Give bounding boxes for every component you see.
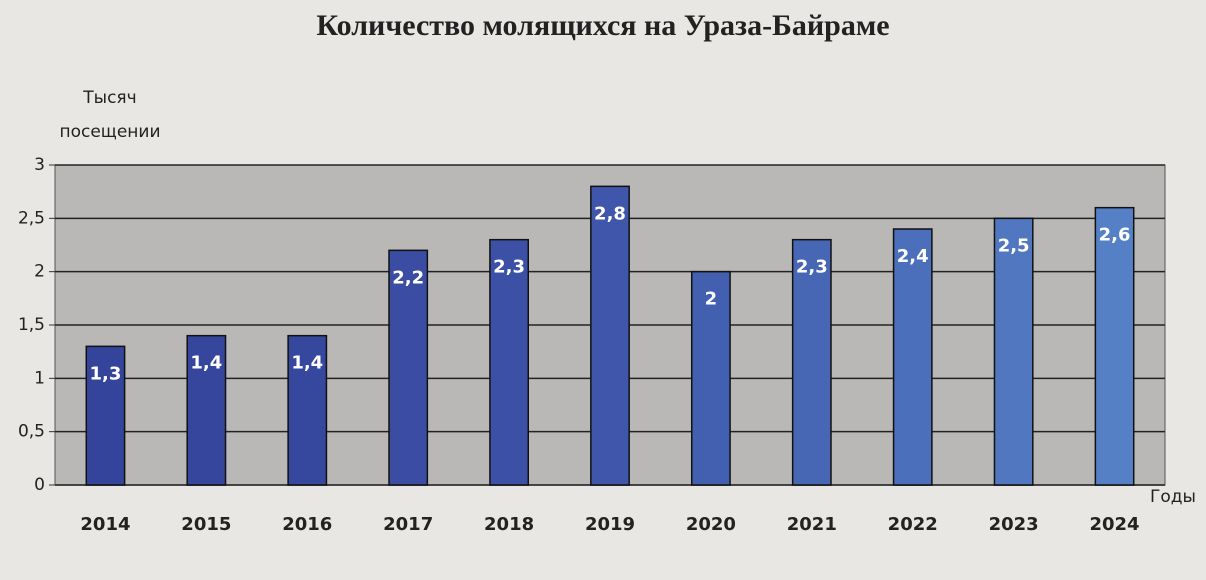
value-label: 2,8: [594, 203, 626, 224]
y-axis-label: Тысяч: [82, 88, 136, 108]
value-label: 2,3: [796, 257, 828, 278]
value-label: 2,4: [897, 246, 929, 267]
bar: [186, 334, 227, 486]
y-tick-label: 3: [34, 155, 45, 175]
bar: [791, 238, 832, 486]
x-axis-label: Годы: [1150, 487, 1196, 507]
bar: [287, 334, 328, 486]
x-tick-label: 2021: [787, 514, 837, 535]
y-axis-label: посещении: [59, 122, 160, 142]
bar: [590, 185, 630, 486]
x-tick-label: 2019: [585, 514, 635, 535]
bar: [892, 228, 933, 486]
y-tick-label: 0,5: [18, 422, 45, 442]
bar: [388, 249, 429, 486]
x-tick-label: 2018: [484, 514, 534, 535]
x-tick-label: 2016: [282, 514, 332, 535]
value-label: 2,6: [1099, 225, 1131, 246]
x-tick-label: 2017: [383, 514, 433, 535]
value-label: 2,5: [998, 235, 1030, 256]
y-tick-label: 2: [34, 262, 45, 282]
value-label: 1,4: [190, 353, 222, 374]
bar: [1094, 206, 1135, 486]
bar: [690, 270, 731, 486]
value-label: 2,2: [392, 267, 424, 288]
x-tick-label: 2020: [686, 514, 736, 535]
bar: [993, 217, 1034, 486]
value-label: 2,3: [493, 257, 525, 278]
y-tick-label: 2,5: [18, 208, 45, 228]
y-tick-label: 1,5: [18, 315, 45, 335]
chart-title: Количество молящихся на Ураза-Байраме: [316, 9, 889, 42]
y-tick-label: 0: [34, 475, 45, 495]
x-tick-label: 2022: [888, 514, 938, 535]
y-tick-label: 1: [34, 368, 45, 388]
x-tick-label: 2023: [989, 514, 1039, 535]
value-label: 1,4: [291, 353, 323, 374]
x-tick-label: 2015: [181, 514, 231, 535]
bar: [489, 238, 530, 486]
bar: [85, 345, 126, 486]
value-label: 1,3: [90, 363, 122, 384]
value-label: 2: [705, 289, 718, 310]
x-tick-label: 2014: [80, 514, 130, 535]
x-tick-label: 2024: [1089, 514, 1139, 535]
